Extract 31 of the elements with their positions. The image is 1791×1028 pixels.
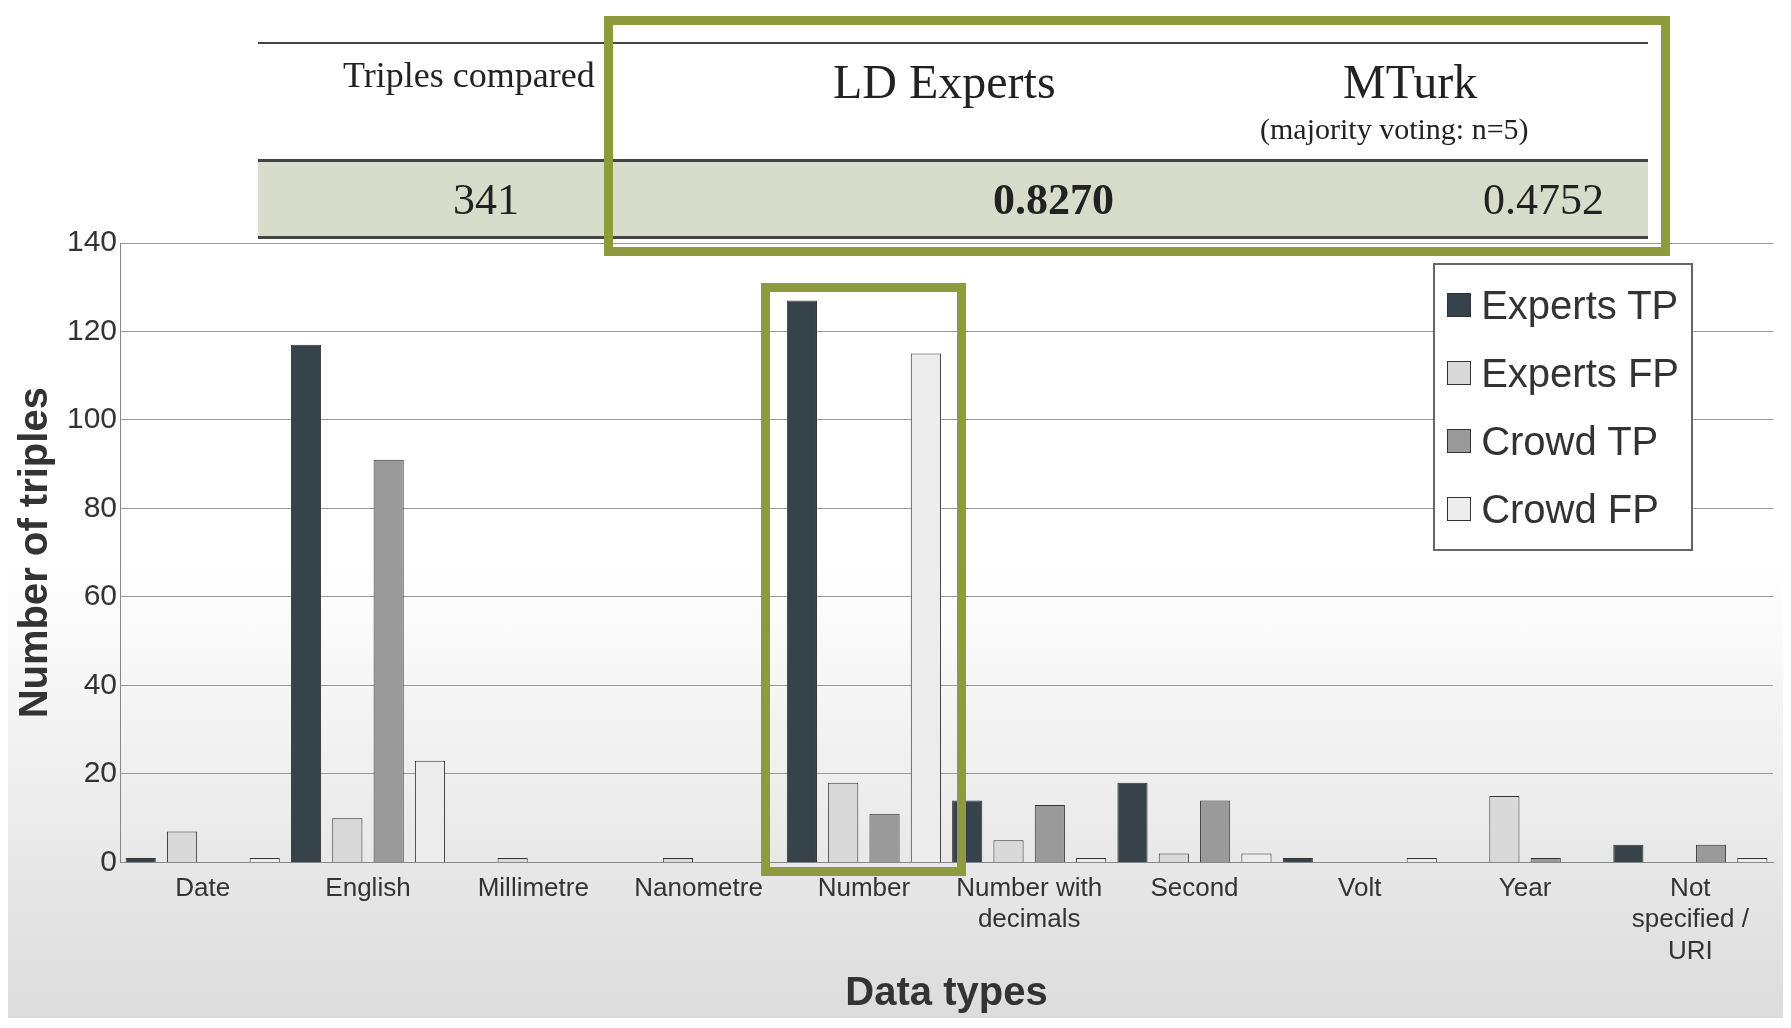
x-tick-label: Second [1150,872,1239,903]
x-tick-label: Year [1498,872,1552,903]
legend-label: Crowd TP [1481,418,1659,464]
legend-label: Experts FP [1481,350,1679,396]
x-tick-label: Date [175,872,231,903]
y-tick-label: 140 [66,224,118,258]
x-tick-label: Volt [1338,872,1383,903]
x-tick-label: Number with decimals [956,872,1103,934]
x-tick-label: Nanometre [634,872,763,903]
x-tick-label: English [325,872,411,903]
y-tick-label: 80 [83,489,118,523]
y-axis-title: Number of triples [11,387,56,719]
text: Triples compared [343,54,595,96]
y-tick-label: 100 [66,401,118,435]
y-tick-label: 60 [83,578,118,612]
text: (majority voting: n=5) [1260,112,1529,146]
y-tick-label: 40 [83,666,118,700]
text: 0.8270 [993,174,1114,225]
x-tick-label: Millimetre [477,872,589,903]
text: 341 [453,174,519,225]
text: MTurk [1343,54,1478,109]
x-tick-label: Not specified / URI [1631,872,1750,965]
x-axis-title: Data types [845,969,1048,1014]
x-tick-label: Number [817,872,911,903]
y-tick-label: 20 [83,755,118,789]
text: 0.4752 [1483,174,1604,225]
legend-label: Experts TP [1481,282,1679,328]
y-tick-label: 120 [66,312,118,346]
text: LD Experts [833,54,1056,109]
legend-label: Crowd FP [1481,486,1659,532]
y-tick-label: 0 [100,843,118,877]
